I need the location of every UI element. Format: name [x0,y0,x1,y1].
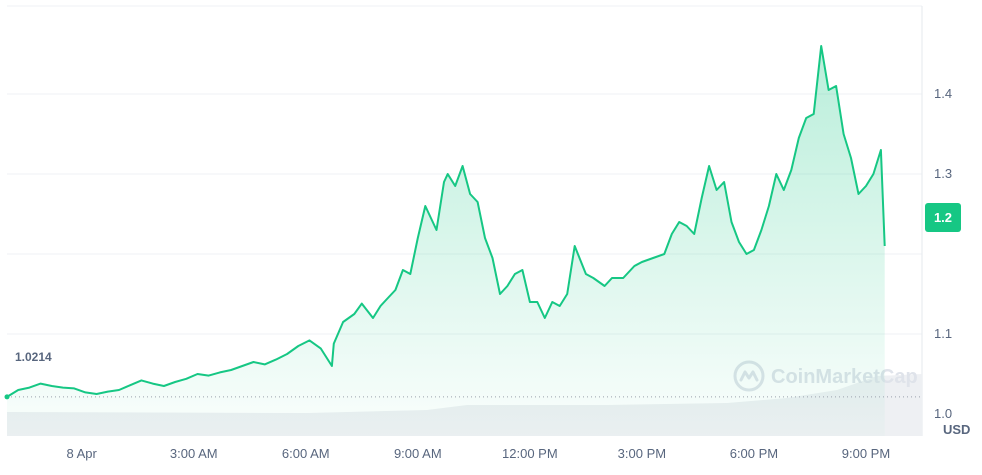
y-tick-label: 1.3 [934,166,952,181]
current-price-label: 1.2 [934,210,952,225]
x-tick-label: 3:00 AM [170,446,218,461]
price-area-fill [7,46,885,436]
y-tick-label: 1.0 [934,406,952,421]
current-price-badge-bg [925,203,961,232]
x-tick-label: 12:00 PM [502,446,558,461]
x-tick-label: 8 Apr [67,446,98,461]
x-tick-label: 9:00 AM [394,446,442,461]
y-tick-label: 1.1 [934,326,952,341]
start-point-marker [4,394,10,400]
x-tick-label: 6:00 AM [282,446,330,461]
x-tick-label: 9:00 PM [842,446,890,461]
price-line [6,45,886,398]
x-tick-label: 6:00 PM [730,446,778,461]
currency-label: USD [943,422,970,437]
y-axis: 1.0 1.1 1.3 1.4 [934,86,952,421]
x-axis: 8 Apr 3:00 AM 6:00 AM 9:00 AM 12:00 PM 3:00 P… [67,446,891,461]
y-tick-label: 1.4 [934,86,952,101]
x-tick-label: 3:00 PM [618,446,666,461]
open-price-label: 1.0214 [15,350,52,364]
current-price-badge: 1.2 [925,203,961,232]
